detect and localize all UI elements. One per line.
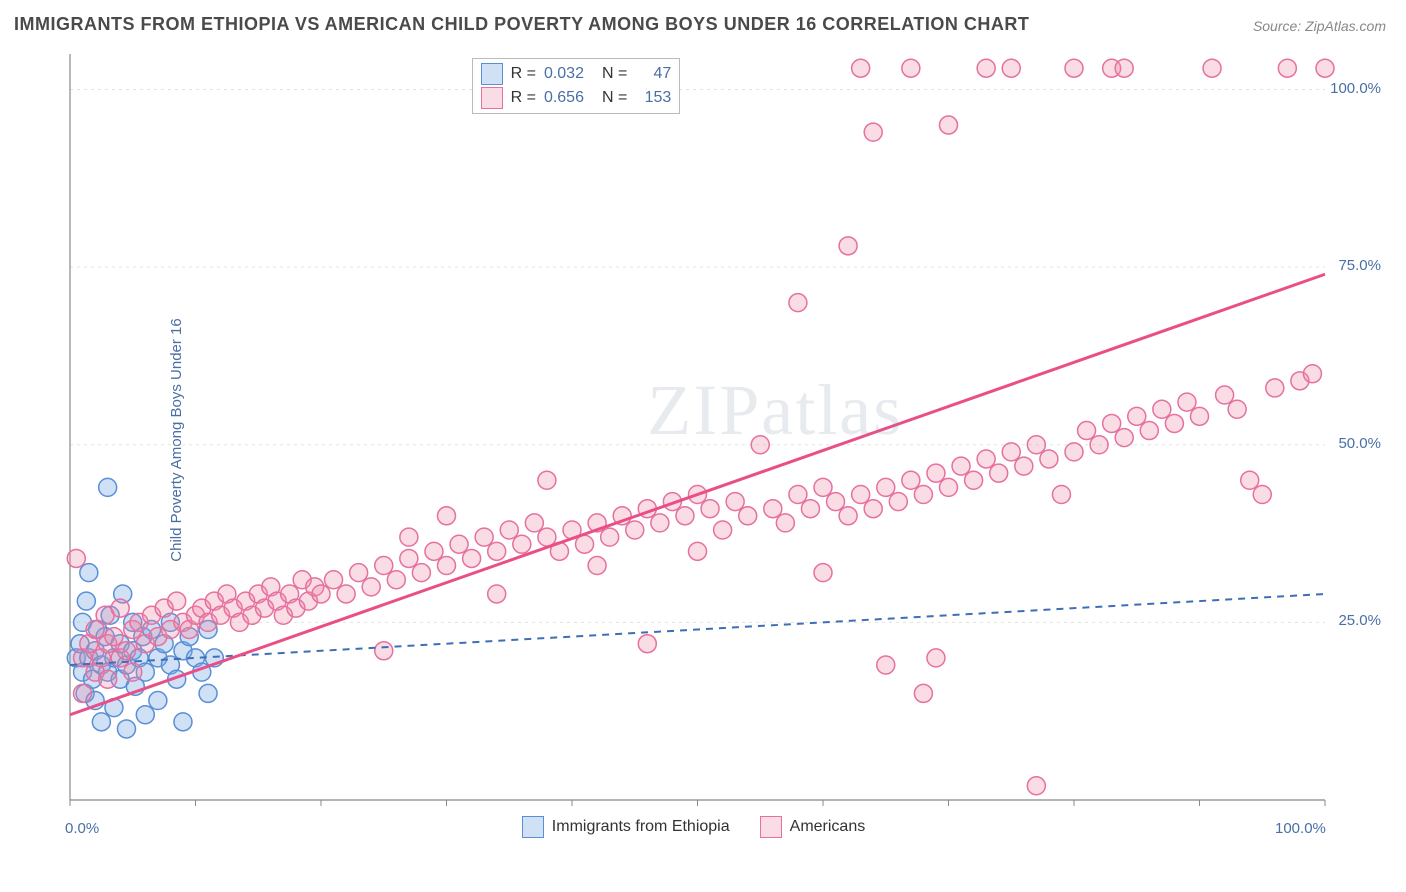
legend-series-label: Immigrants from Ethiopia bbox=[552, 818, 730, 836]
legend-N-label: N = bbox=[602, 65, 627, 83]
y-tick-label: 75.0% bbox=[1338, 257, 1381, 274]
legend-R-value: 0.032 bbox=[544, 65, 594, 83]
y-tick-label: 25.0% bbox=[1338, 612, 1381, 629]
legend-stats-row: R = 0.656 N = 153 bbox=[481, 87, 672, 109]
legend-N-value: 153 bbox=[635, 89, 671, 107]
legend-series-item: Immigrants from Ethiopia bbox=[522, 816, 730, 838]
legend-series-item: Americans bbox=[760, 816, 866, 838]
chart-title: IMMIGRANTS FROM ETHIOPIA VS AMERICAN CHI… bbox=[14, 14, 1029, 35]
legend-stats-row: R = 0.032 N = 47 bbox=[481, 63, 672, 85]
y-tick-label: 100.0% bbox=[1330, 80, 1381, 97]
legend-R-label: R = bbox=[511, 65, 536, 83]
chart-root: IMMIGRANTS FROM ETHIOPIA VS AMERICAN CHI… bbox=[0, 0, 1406, 892]
y-tick-label: 50.0% bbox=[1338, 435, 1381, 452]
source-label: Source: ZipAtlas.com bbox=[1253, 18, 1386, 34]
x-tick-label: 100.0% bbox=[1275, 820, 1326, 837]
scatter-plot-svg bbox=[45, 50, 1385, 830]
legend-series: Immigrants from Ethiopia Americans bbox=[522, 816, 865, 838]
legend-N-value: 47 bbox=[635, 65, 671, 83]
legend-series-label: Americans bbox=[790, 818, 866, 836]
legend-swatch bbox=[481, 87, 503, 109]
legend-R-label: R = bbox=[511, 89, 536, 107]
legend-swatch bbox=[522, 816, 544, 838]
legend-swatch bbox=[481, 63, 503, 85]
legend-stats: R = 0.032 N = 47 R = 0.656 N = 153 bbox=[472, 58, 681, 114]
legend-N-label: N = bbox=[602, 89, 627, 107]
x-tick-label: 0.0% bbox=[65, 820, 99, 837]
plot-area: Child Poverty Among Boys Under 16 ZIPatl… bbox=[45, 50, 1385, 830]
legend-swatch bbox=[760, 816, 782, 838]
legend-R-value: 0.656 bbox=[544, 89, 594, 107]
